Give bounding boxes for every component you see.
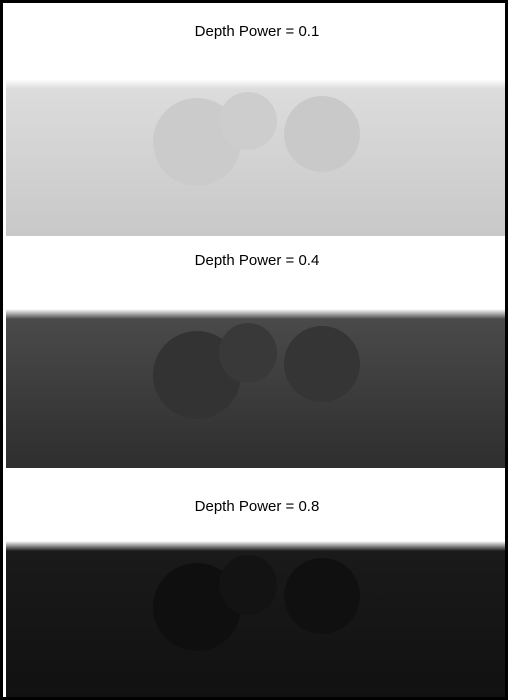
panel-title: Depth Power = 0.8 (194, 498, 320, 515)
panel-depth-power-0-8: Depth Power = 0.8 (6, 468, 505, 697)
render-scene (6, 309, 505, 468)
panel-depth-power-0-1: Depth Power = 0.1 (6, 3, 505, 236)
render-scene (6, 79, 505, 236)
sphere-right (284, 96, 360, 172)
sphere-small (219, 323, 277, 383)
sphere-right (284, 558, 360, 634)
panel-depth-power-0-4: Depth Power = 0.4 (6, 236, 505, 468)
panel-title: Depth Power = 0.1 (194, 23, 320, 40)
sphere-small (219, 92, 277, 150)
sphere-right (284, 326, 360, 402)
panel-title: Depth Power = 0.4 (194, 252, 320, 269)
render-scene (6, 541, 505, 697)
sphere-small (219, 555, 277, 615)
